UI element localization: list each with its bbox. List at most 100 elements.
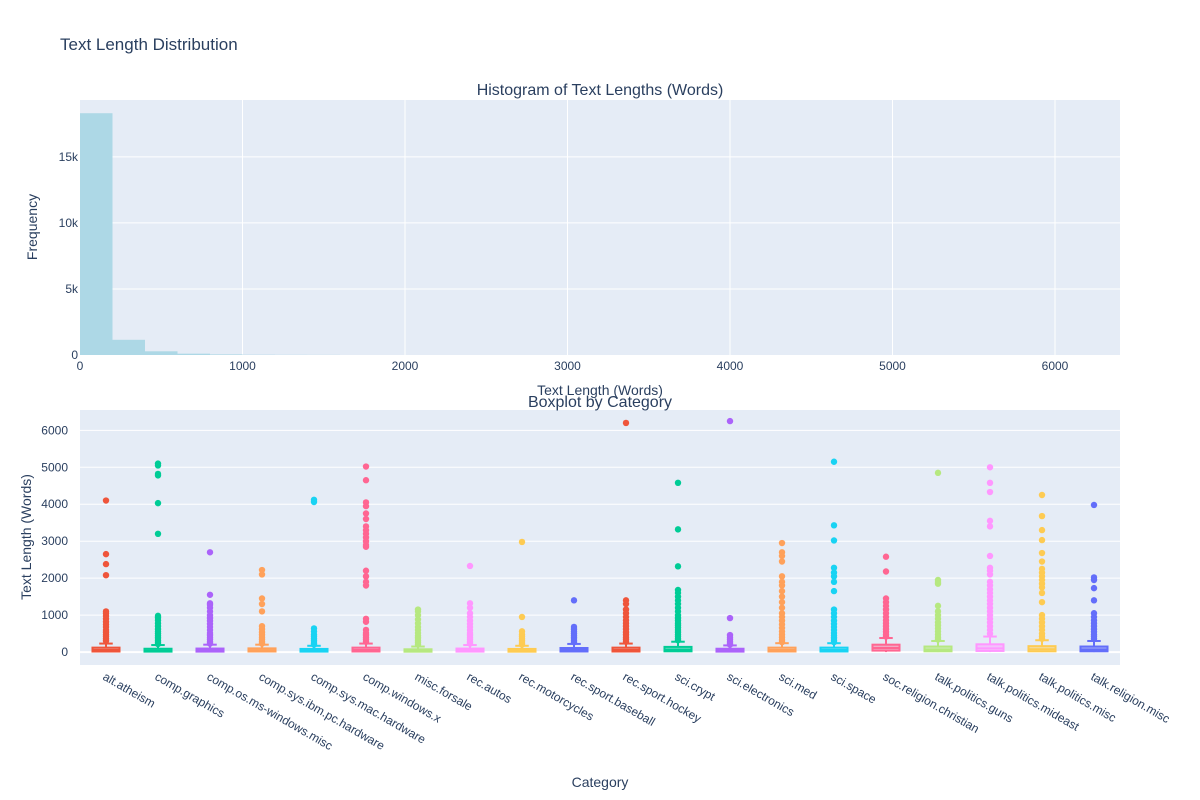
boxplot-outlier-point bbox=[518, 641, 526, 648]
histogram-x-axis-label: Text Length (Words) bbox=[537, 382, 663, 398]
boxplot-outlier-point bbox=[258, 595, 266, 602]
boxplot-outlier-point bbox=[1038, 584, 1046, 591]
histogram-bars bbox=[80, 113, 340, 355]
histogram-x-tick-label: 3000 bbox=[554, 359, 581, 373]
boxplot-outlier-point bbox=[986, 479, 994, 487]
boxplot-outlier-point bbox=[570, 638, 578, 646]
boxplot-outlier-point bbox=[154, 640, 162, 648]
boxplot-outlier-point bbox=[1090, 635, 1098, 642]
histogram-y-ticks: 0 5k 10k 15k bbox=[59, 150, 79, 362]
boxplot-category-label: talk.politics.mideast bbox=[985, 669, 1083, 733]
boxplot-plot-area bbox=[80, 410, 1120, 665]
boxplot-category-group bbox=[819, 458, 849, 653]
boxplot-y-tick-label: 4000 bbox=[41, 497, 68, 511]
histogram-title: Histogram of Text Lengths (Words) bbox=[477, 82, 724, 99]
boxplot-category-group bbox=[351, 463, 381, 653]
histogram-bar bbox=[177, 353, 210, 355]
histogram-x-tick-label: 2000 bbox=[392, 359, 419, 373]
boxplot-category-group bbox=[195, 549, 225, 653]
boxplot-category-group bbox=[715, 417, 745, 653]
boxplot-outlier-point bbox=[622, 419, 630, 427]
histogram-bar bbox=[210, 354, 243, 355]
histogram-bar bbox=[80, 113, 113, 355]
boxplot-outlier-point bbox=[778, 539, 786, 547]
boxplot-subplot: 0 1000 2000 3000 4000 5000 6000 alt.atheismcom… bbox=[18, 394, 1172, 790]
boxplot-category-group bbox=[1079, 501, 1109, 653]
boxplot-outlier-point bbox=[934, 636, 942, 643]
boxplot-outlier-point bbox=[362, 463, 370, 470]
boxplot-outlier-point bbox=[258, 566, 266, 574]
boxplot-outlier-point bbox=[674, 526, 682, 533]
histogram-y-axis-label: Frequency bbox=[24, 194, 40, 260]
figure-title: Text Length Distribution bbox=[60, 35, 238, 54]
boxplot-outlier-point bbox=[1090, 501, 1098, 509]
boxplot-category-group bbox=[247, 566, 277, 653]
boxplot-outlier-point bbox=[414, 611, 422, 619]
boxplot-outlier-point bbox=[466, 600, 474, 607]
boxplot-outlier-point bbox=[882, 568, 890, 575]
boxplot-outlier-point bbox=[466, 562, 474, 570]
boxplot-outlier-point bbox=[102, 637, 110, 645]
boxplot-outlier-point bbox=[778, 573, 786, 580]
boxplot-outlier-point bbox=[778, 582, 786, 589]
boxplot-outlier-point bbox=[258, 640, 266, 647]
boxplot-gridlines bbox=[80, 429, 1120, 654]
boxplot-outlier-point bbox=[1038, 512, 1046, 520]
boxplot-outlier-point bbox=[1038, 549, 1046, 557]
boxplot-category-group bbox=[403, 606, 433, 653]
boxplot-outlier-point bbox=[986, 488, 994, 496]
histogram-gridlines bbox=[80, 100, 1120, 355]
boxplot-outlier-point bbox=[778, 638, 786, 646]
boxplot-outlier-point bbox=[674, 479, 682, 487]
boxplot-outlier-point bbox=[778, 593, 786, 600]
boxplot-outlier-point bbox=[986, 464, 994, 471]
boxplot-outlier-point bbox=[1038, 589, 1046, 597]
histogram-x-ticks: 0 1000 2000 3000 4000 5000 6000 bbox=[77, 359, 1069, 373]
boxplot-outlier-point bbox=[830, 587, 838, 595]
boxplot-outlier-point bbox=[674, 637, 682, 644]
boxplot-outlier-point bbox=[206, 591, 214, 598]
boxplot-y-tick-label: 1000 bbox=[41, 608, 68, 622]
boxplot-outlier-point bbox=[1090, 597, 1098, 604]
boxplot-y-axis-label: Text Length (Words) bbox=[18, 474, 34, 600]
boxplot-outlier-point bbox=[830, 638, 838, 646]
boxplot-category-label: sci.med bbox=[777, 669, 820, 702]
boxplot-outlier-point bbox=[1038, 635, 1046, 642]
boxplot-outlier-point bbox=[362, 510, 370, 517]
boxplot-category-group bbox=[299, 496, 329, 653]
boxplot-outlier-point bbox=[102, 571, 110, 579]
boxplot-outlier-point bbox=[1090, 584, 1098, 592]
boxplot-category-group bbox=[143, 460, 173, 653]
boxplot-outlier-point bbox=[362, 477, 370, 484]
boxplot-outlier-point bbox=[1038, 526, 1046, 534]
histogram-bar bbox=[145, 351, 178, 355]
histogram-y-tick-label: 10k bbox=[59, 216, 79, 230]
histogram-x-tick-label: 0 bbox=[77, 359, 84, 373]
boxplot-outlier-point bbox=[362, 638, 370, 645]
boxplot-category-labels: alt.atheismcomp.graphicscomp.os.ms-windo… bbox=[101, 669, 1173, 753]
boxplot-marks bbox=[91, 417, 1109, 653]
boxplot-outlier-point bbox=[622, 638, 630, 645]
boxplot-outlier-point bbox=[934, 580, 942, 587]
boxplot-outlier-point bbox=[154, 472, 162, 479]
boxplot-outlier-point bbox=[986, 523, 994, 530]
boxplot-outlier-point bbox=[934, 602, 942, 610]
boxplot-outlier-point bbox=[986, 571, 994, 578]
boxplot-outlier-point bbox=[778, 598, 786, 606]
boxplot-category-group bbox=[871, 553, 901, 653]
boxplot-outlier-point bbox=[830, 573, 838, 580]
boxplot-outlier-point bbox=[1038, 598, 1046, 606]
boxplot-outlier-point bbox=[258, 608, 266, 615]
boxplot-category-group bbox=[559, 597, 589, 653]
boxplot-outlier-point bbox=[414, 641, 422, 648]
boxplot-outlier-point bbox=[362, 567, 370, 574]
boxplot-category-group bbox=[923, 469, 953, 653]
boxplot-y-ticks: 0 1000 2000 3000 4000 5000 6000 bbox=[41, 423, 68, 659]
boxplot-category-group bbox=[975, 464, 1005, 653]
histogram-y-tick-label: 5k bbox=[65, 282, 79, 296]
boxplot-outlier-point bbox=[830, 522, 838, 529]
boxplot-outlier-point bbox=[362, 573, 370, 580]
boxplot-outlier-point bbox=[726, 417, 734, 425]
histogram-plot-area bbox=[80, 100, 1120, 355]
boxplot-outlier-point bbox=[154, 530, 162, 538]
